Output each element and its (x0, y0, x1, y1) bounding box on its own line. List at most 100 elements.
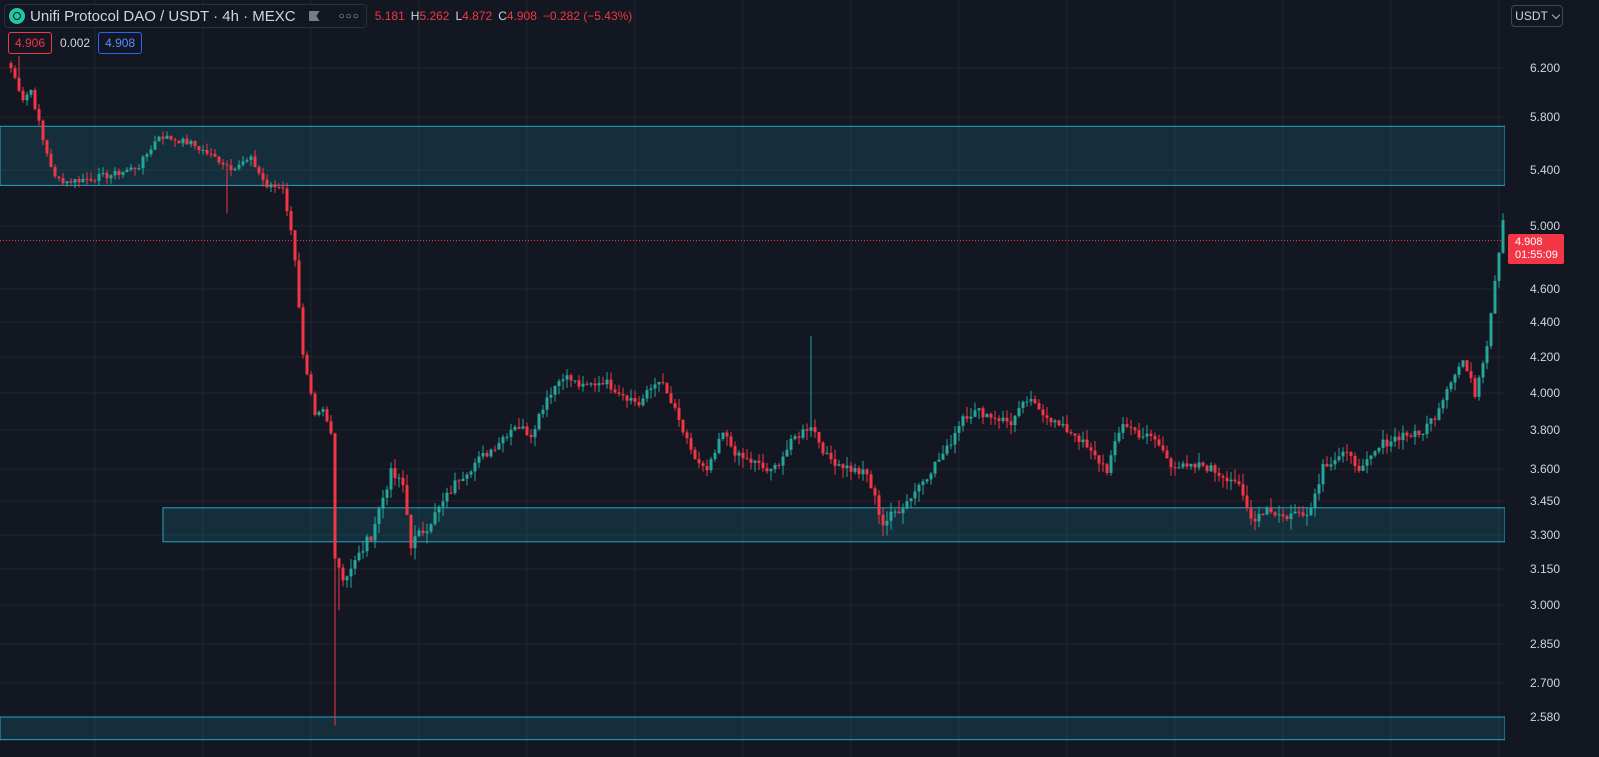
candle-body (465, 474, 469, 479)
candle-body (1293, 511, 1297, 514)
candle-body (1241, 484, 1245, 496)
candle-body (1285, 516, 1289, 519)
candle-body (509, 429, 513, 437)
candle-body (81, 178, 85, 183)
candle-body (1049, 417, 1053, 423)
candle-body (149, 149, 153, 155)
candle-body (121, 171, 125, 175)
candle-body (1401, 432, 1405, 441)
candle-body (801, 429, 805, 438)
candle-body (349, 568, 353, 577)
candle-body (1161, 445, 1165, 451)
more-dots-icon[interactable]: ○○○ (338, 10, 360, 22)
candle-body (293, 230, 297, 261)
currency-select[interactable]: USDT (1511, 5, 1563, 27)
candle-body (957, 426, 961, 433)
candle-body (1101, 463, 1105, 465)
candle-body (29, 90, 33, 95)
buy-price-button[interactable]: 4.908 (98, 32, 143, 54)
candle-body (165, 135, 169, 139)
price-axis-label: 5.000 (1530, 219, 1560, 233)
candle-body (1281, 514, 1285, 517)
candle-body (937, 459, 941, 462)
candle-body (913, 491, 917, 499)
candle-body (721, 432, 725, 439)
candle-body (237, 164, 241, 169)
candle-body (1321, 463, 1325, 485)
candle-body (217, 156, 221, 163)
candle-body (89, 178, 93, 181)
trade-prices: 4.906 0.002 4.908 (8, 32, 143, 54)
symbol-title: Unifi Protocol DAO / USDT · 4h · MEXC (30, 7, 296, 25)
candle-body (233, 168, 237, 171)
price-axis-label: 3.150 (1530, 562, 1560, 576)
candle-body (313, 393, 317, 415)
candle-body (1025, 401, 1029, 403)
candle-body (485, 452, 489, 457)
candle-body (157, 136, 161, 142)
candle-body (713, 452, 717, 460)
candle-body (105, 173, 109, 179)
candle-body (873, 488, 877, 496)
high-label: H (410, 9, 420, 23)
candle-body (709, 459, 713, 471)
candle-body (41, 120, 45, 141)
candle-body (1277, 514, 1281, 516)
candle-body (137, 168, 141, 170)
candle-body (613, 389, 617, 393)
candle-body (1477, 377, 1481, 397)
candle-body (693, 449, 697, 460)
candle-body (1437, 408, 1441, 420)
symbol-header[interactable]: Unifi Protocol DAO / USDT · 4h · MEXC ○○… (4, 4, 367, 28)
candle-body (253, 156, 257, 168)
candle-body (733, 446, 737, 456)
candle-body (425, 531, 429, 534)
candle-body (821, 442, 825, 454)
flag-icon[interactable] (308, 11, 320, 21)
candle-body (1409, 435, 1413, 437)
sell-price-button[interactable]: 4.906 (8, 32, 53, 54)
candle-body (17, 77, 21, 91)
candle-body (13, 68, 17, 78)
candle-body (285, 188, 289, 212)
symbol-legend: Unifi Protocol DAO / USDT · 4h · MEXC ○○… (4, 4, 632, 28)
candle-body (197, 146, 201, 151)
spread-value: 0.002 (60, 36, 91, 50)
candle-body (1181, 463, 1185, 468)
candle-body (641, 398, 645, 406)
candle-body (325, 409, 329, 422)
candle-body (1141, 436, 1145, 438)
price-axis-label: 5.400 (1530, 163, 1560, 177)
candle-body (929, 473, 933, 480)
candle-body (545, 397, 549, 410)
candle-body (1097, 455, 1101, 464)
candle-body (1201, 462, 1205, 466)
candle-body (905, 501, 909, 509)
price-axis-label: 2.580 (1530, 710, 1560, 724)
candle-body (409, 514, 413, 549)
candle-body (469, 471, 473, 475)
candle-countdown: 01:55:09 (1515, 249, 1558, 261)
candle-body (617, 392, 621, 395)
candle-body (741, 452, 745, 459)
candle-body (769, 469, 773, 472)
candle-body (757, 460, 761, 463)
candle-body (985, 413, 989, 418)
candle-body (1053, 420, 1057, 423)
candle-body (837, 464, 841, 466)
candle-body (825, 452, 829, 454)
candle-body (1361, 465, 1365, 471)
candle-body (1029, 399, 1033, 402)
candle-body (1253, 518, 1257, 522)
candle-body (49, 153, 53, 168)
candle-body (1289, 513, 1293, 519)
candle-body (569, 375, 573, 381)
price-axis-label: 2.850 (1530, 637, 1560, 651)
candle-body (1325, 463, 1329, 467)
candle-body (881, 514, 885, 526)
candle-body (697, 459, 701, 464)
candle-body (37, 108, 41, 121)
candle-body (893, 511, 897, 513)
candle-body (1193, 463, 1197, 468)
